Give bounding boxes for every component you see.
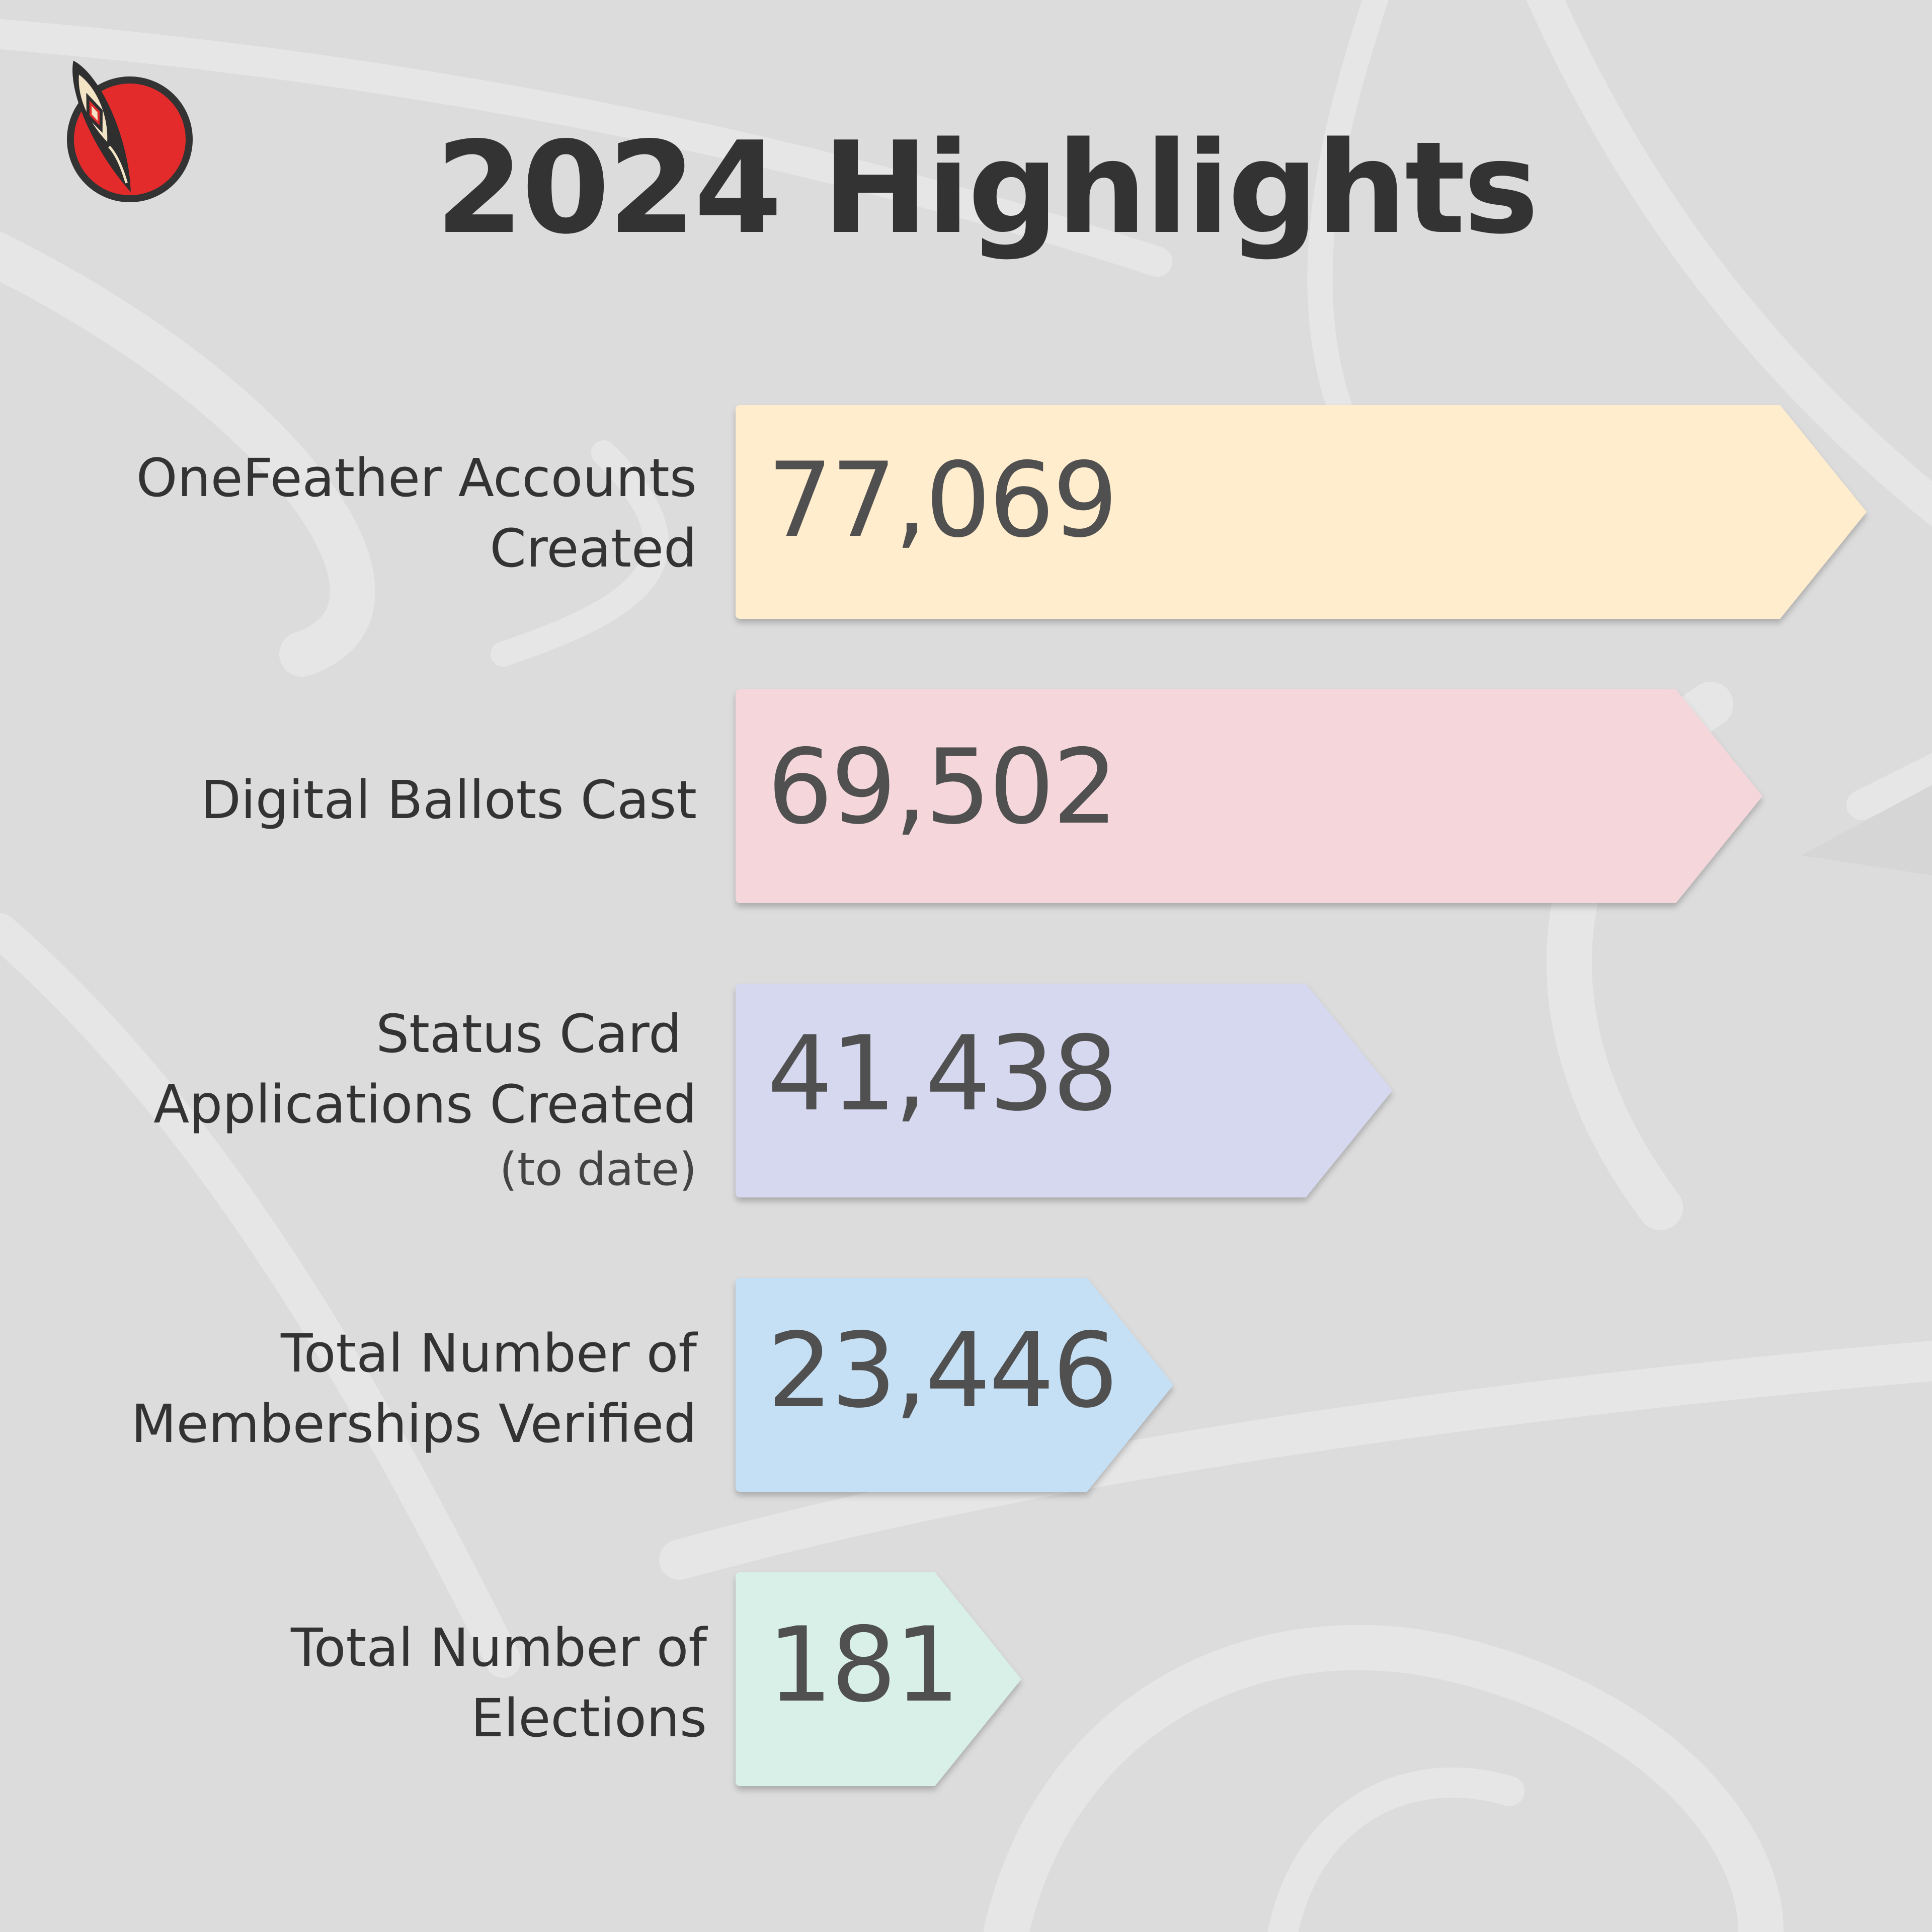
bar-label-note: (to date) — [499, 1143, 697, 1196]
bar-value-onefeather-accounts: 77,069 — [767, 441, 1118, 560]
bar-onefeather-accounts — [736, 405, 1867, 619]
page-title: 2024 Highlights — [435, 115, 1539, 262]
bar-label-memberships-verified: Total Number of Memberships Verified — [131, 1323, 697, 1455]
bar-label-elections: Total Number of Elections — [290, 1617, 707, 1749]
bar-label-digital-ballots: Digital Ballots Cast — [200, 769, 697, 831]
bar-label-onefeather-accounts: OneFeather Accounts Created — [136, 447, 697, 579]
bar-value-elections: 181 — [767, 1605, 960, 1725]
bar-value-memberships-verified: 23,446 — [767, 1311, 1118, 1431]
bar-value-digital-ballots: 69,502 — [767, 728, 1118, 847]
bar-digital-ballots — [736, 689, 1762, 903]
bar-value-status-card-applications: 41,438 — [767, 1014, 1118, 1134]
bar-status-card-applications — [736, 984, 1393, 1197]
bar-label-status-card-applications: Status Card Applications Created (to dat… — [43, 999, 697, 1200]
bar-elections — [736, 1572, 1021, 1786]
bar-memberships-verified — [736, 1278, 1174, 1492]
onefeather-logo — [67, 60, 193, 202]
